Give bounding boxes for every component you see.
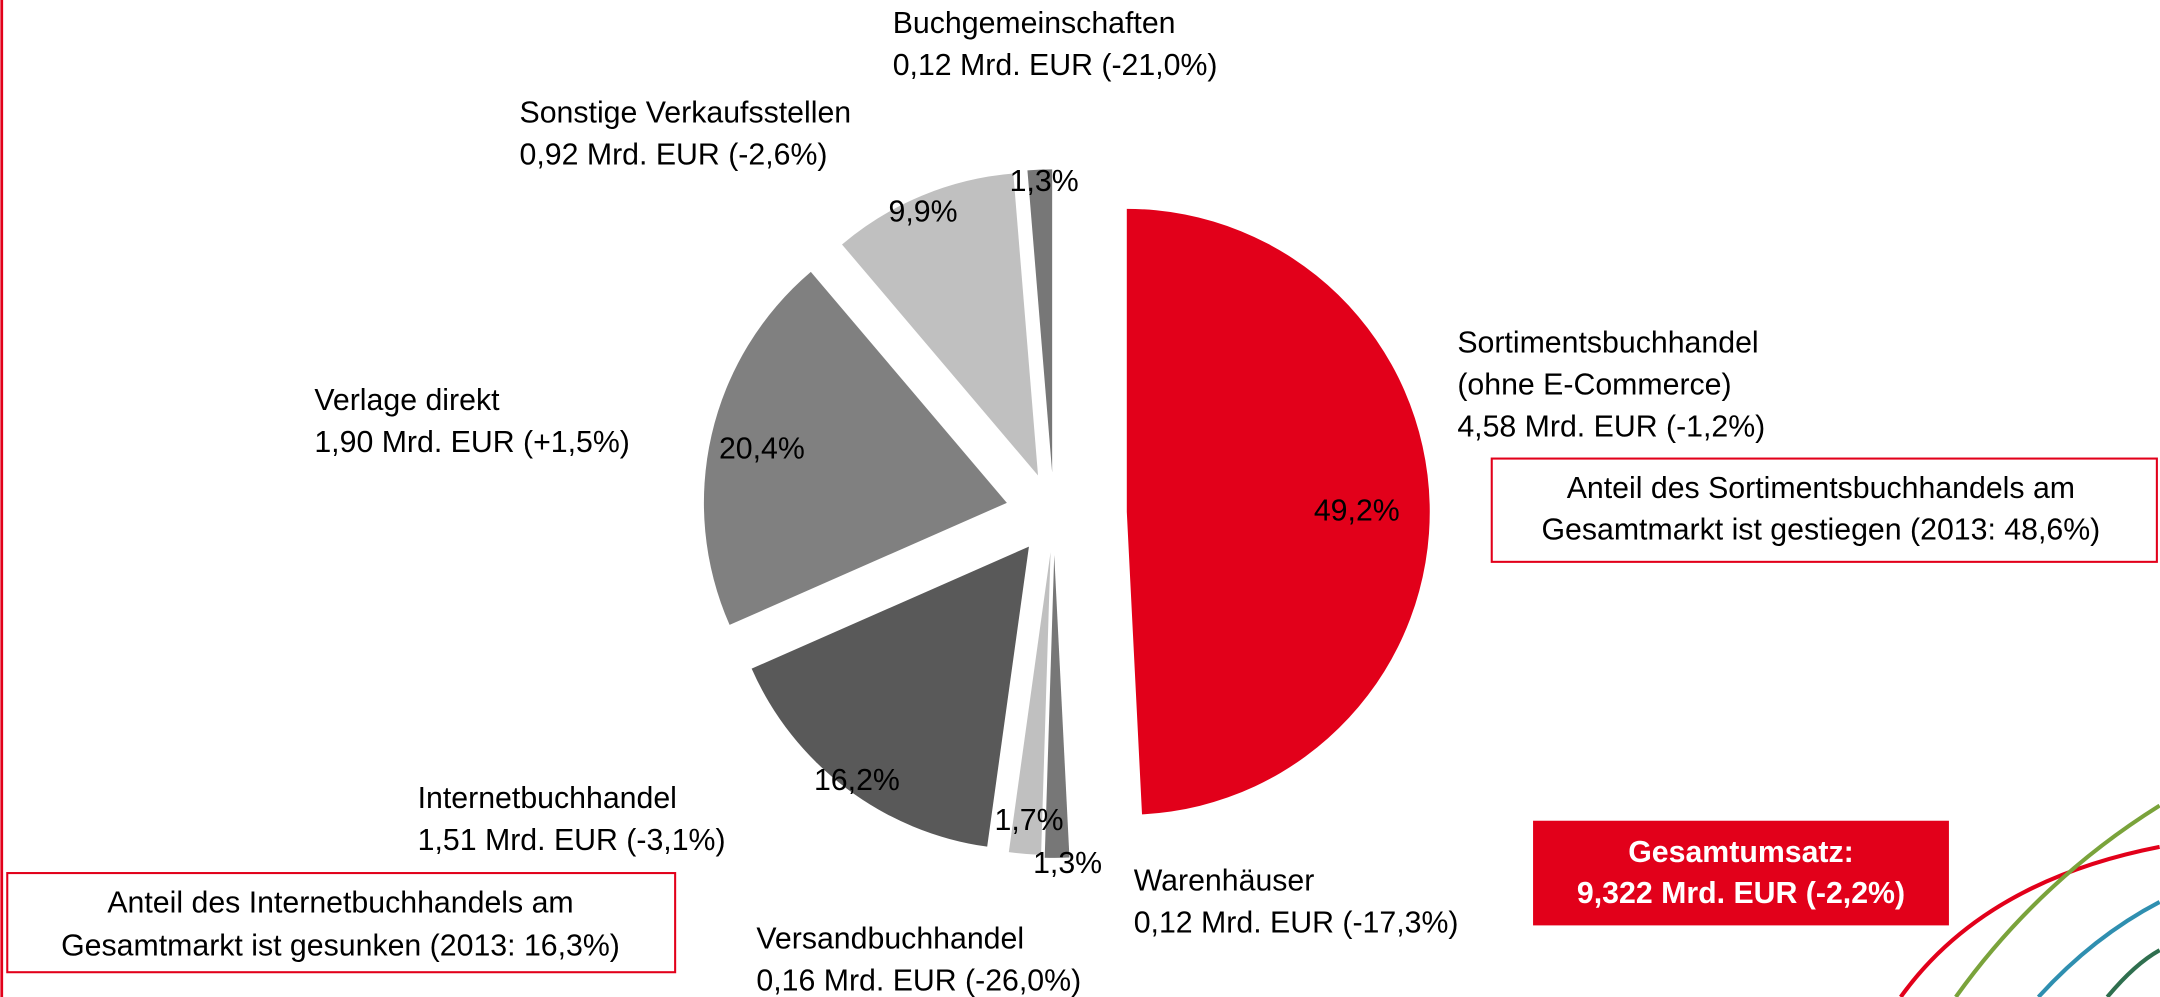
category-detail: 0,16 Mrd. EUR (-26,0%) bbox=[756, 965, 1081, 997]
slice-percent: 1,3% bbox=[1033, 847, 1102, 880]
category-detail: 4,58 Mrd. EUR (-1,2%) bbox=[1457, 410, 1765, 443]
category-detail: 0,12 Mrd. EUR (-17,3%) bbox=[1134, 907, 1459, 940]
category-detail: 1,51 Mrd. EUR (-3,1%) bbox=[418, 824, 726, 857]
category-label: Sortimentsbuchhandel bbox=[1457, 326, 1758, 359]
category-detail: (ohne E-Commerce) bbox=[1457, 368, 1731, 401]
category-detail: 1,90 Mrd. EUR (+1,5%) bbox=[314, 426, 630, 459]
annotation: Gesamtmarkt ist gestiegen (2013: 48,6%) bbox=[1541, 514, 2100, 547]
category-label: Buchgemeinschaften bbox=[893, 7, 1176, 40]
annotation: Anteil des Internetbuchhandels am bbox=[107, 887, 573, 920]
slice-percent: 20,4% bbox=[719, 432, 805, 465]
annotation: Anteil des Sortimentsbuchhandels am bbox=[1567, 472, 2075, 505]
category-label: Verlage direkt bbox=[314, 384, 500, 417]
category-label: Warenhäuser bbox=[1134, 865, 1315, 898]
chart: Anteil des Sortimentsbuchhandels am Gesa… bbox=[0, 0, 2160, 997]
category-label: Internetbuchhandel bbox=[418, 782, 677, 815]
slice-percent: 1,7% bbox=[995, 804, 1064, 837]
slice-percent: 16,2% bbox=[814, 764, 900, 797]
category-detail: 0,92 Mrd. EUR (-2,6%) bbox=[520, 138, 828, 171]
category-label: Sonstige Verkaufsstellen bbox=[520, 96, 852, 129]
annotation: Gesamtmarkt ist gesunken (2013: 16,3%) bbox=[61, 929, 620, 962]
category-label: Versandbuchhandel bbox=[756, 923, 1024, 956]
total-label: Gesamtumsatz: bbox=[1628, 836, 1854, 869]
slice-percent: 49,2% bbox=[1314, 494, 1400, 527]
slice-percent: 1,3% bbox=[1010, 165, 1079, 198]
slice-percent: 9,9% bbox=[888, 195, 957, 228]
total-value: 9,322 Mrd. EUR (-2,2%) bbox=[1577, 877, 1905, 910]
category-detail: 0,12 Mrd. EUR (-21,0%) bbox=[893, 49, 1218, 82]
